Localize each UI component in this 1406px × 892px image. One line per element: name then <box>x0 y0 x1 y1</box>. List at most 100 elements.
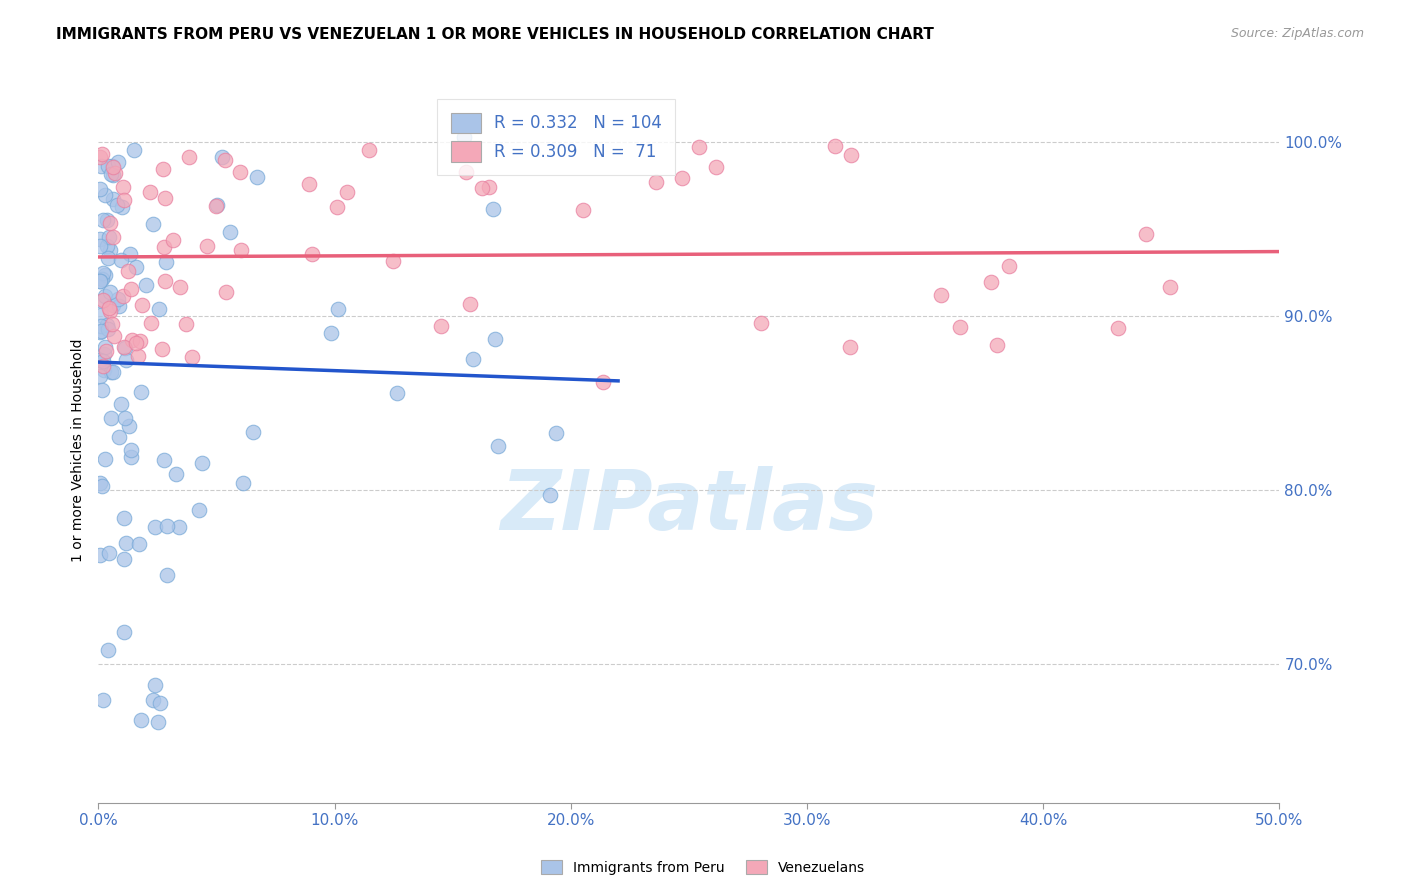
Point <box>153 191 176 205</box>
Point <box>98 285 121 300</box>
Point <box>105 197 128 211</box>
Point <box>166 467 188 482</box>
Point <box>100 410 122 425</box>
Point <box>704 160 727 174</box>
Point <box>187 503 209 517</box>
Point <box>148 715 170 730</box>
Point <box>671 171 693 186</box>
Point <box>484 332 506 346</box>
Point <box>112 340 135 354</box>
Point <box>108 300 131 314</box>
Point <box>155 274 177 288</box>
Point <box>98 546 121 560</box>
Point <box>205 197 228 211</box>
Point <box>156 519 179 533</box>
Point <box>180 350 202 364</box>
Point <box>97 251 120 265</box>
Point <box>112 193 135 207</box>
Point <box>155 255 177 269</box>
Point <box>112 624 135 639</box>
Point <box>125 260 148 274</box>
Point <box>128 334 150 348</box>
Point <box>89 274 111 288</box>
Point <box>91 266 114 280</box>
Point <box>96 212 118 227</box>
Point <box>135 278 157 293</box>
Point <box>191 456 214 470</box>
Point <box>103 329 125 343</box>
Point <box>89 369 111 384</box>
Point <box>197 239 219 253</box>
Point <box>94 268 117 282</box>
Point <box>169 280 191 294</box>
Point <box>94 451 117 466</box>
Point <box>152 161 174 176</box>
Point <box>326 200 349 214</box>
Point <box>90 319 112 334</box>
Point <box>326 301 349 316</box>
Point <box>167 520 190 534</box>
Point <box>148 302 170 317</box>
Point <box>1107 321 1129 335</box>
Point <box>108 429 131 443</box>
Point <box>980 275 1002 289</box>
Point <box>1159 279 1181 293</box>
Point <box>129 713 152 727</box>
Point <box>482 202 505 216</box>
Point <box>89 182 111 196</box>
Point <box>592 375 614 389</box>
Point <box>357 143 380 157</box>
Point <box>128 349 150 363</box>
Point <box>94 188 117 202</box>
Point <box>89 548 111 562</box>
Point <box>89 476 111 491</box>
Point <box>100 167 122 181</box>
Point <box>100 303 122 318</box>
Point <box>89 150 111 164</box>
Point <box>645 175 668 189</box>
Point <box>486 439 509 453</box>
Point <box>112 552 135 566</box>
Point <box>839 340 862 354</box>
Point <box>128 537 150 551</box>
Point <box>156 567 179 582</box>
Point <box>120 442 142 457</box>
Text: ZIPatlas: ZIPatlas <box>501 467 877 548</box>
Point <box>91 479 114 493</box>
Point <box>90 272 112 286</box>
Point <box>1135 227 1157 241</box>
Point <box>89 325 111 339</box>
Point <box>219 225 242 239</box>
Point <box>97 159 120 173</box>
Point <box>572 202 595 217</box>
Legend: Immigrants from Peru, Venezuelans: Immigrants from Peru, Venezuelans <box>536 855 870 880</box>
Point <box>458 297 481 311</box>
Point <box>211 150 233 164</box>
Point <box>824 139 846 153</box>
Point <box>98 244 121 258</box>
Point <box>118 419 141 434</box>
Legend: R = 0.332   N = 104, R = 0.309   N =  71: R = 0.332 N = 104, R = 0.309 N = 71 <box>437 99 675 175</box>
Point <box>381 254 404 268</box>
Point <box>97 322 120 336</box>
Point <box>89 232 111 246</box>
Point <box>174 318 197 332</box>
Point <box>471 181 494 195</box>
Point <box>111 180 134 194</box>
Point <box>101 298 124 312</box>
Point <box>215 285 238 299</box>
Point <box>150 342 173 356</box>
Point <box>949 319 972 334</box>
Point <box>301 246 323 260</box>
Point <box>538 488 561 502</box>
Point <box>143 520 166 534</box>
Point <box>179 151 201 165</box>
Point <box>131 298 153 312</box>
Point <box>142 217 165 231</box>
Point <box>117 264 139 278</box>
Point <box>841 148 863 162</box>
Point <box>454 165 477 179</box>
Point <box>101 365 124 379</box>
Point <box>232 475 254 490</box>
Point <box>228 165 250 179</box>
